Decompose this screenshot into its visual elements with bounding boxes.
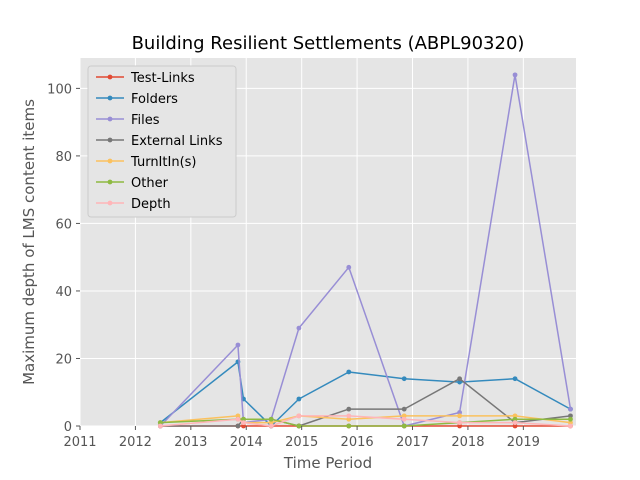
x-tick-label: 2016 — [341, 435, 374, 450]
data-point-depth — [268, 423, 274, 429]
x-tick-label: 2017 — [396, 435, 429, 450]
data-point-turnitin-s — [401, 413, 407, 419]
data-point-external-links — [401, 406, 407, 412]
data-point-other — [568, 416, 573, 422]
legend-box — [87, 65, 237, 218]
legend-label: External Links — [131, 134, 223, 149]
legend-marker — [107, 74, 113, 80]
legend-item-test-links: Test-Links — [96, 71, 195, 86]
data-point-depth — [346, 413, 352, 419]
data-point-turnitin-s — [512, 413, 518, 419]
data-point-turnitin-s — [235, 413, 241, 419]
series-layer — [157, 72, 573, 429]
data-point-depth — [296, 413, 302, 419]
y-tick-label: 100 — [47, 82, 72, 97]
data-point-files — [568, 406, 573, 412]
chart-title: Building Resilient Settlements (ABPL9032… — [132, 33, 525, 54]
y-tick-label: 40 — [55, 285, 72, 300]
data-point-files — [296, 325, 302, 331]
data-point-turnitin-s — [568, 420, 573, 426]
data-point-files — [512, 72, 518, 78]
data-point-other — [346, 423, 352, 429]
legend-item-turnitin-s: TurnItIn(s) — [96, 155, 196, 170]
x-axis-label: Time Period — [283, 454, 372, 472]
data-point-folders — [346, 369, 352, 375]
legend-marker — [107, 158, 113, 164]
data-point-other — [401, 423, 407, 429]
y-tick-label: 20 — [55, 352, 72, 367]
x-tick-label: 2014 — [230, 435, 263, 450]
legend-marker — [107, 95, 113, 101]
data-point-other — [157, 420, 163, 426]
data-point-other — [512, 416, 518, 422]
data-point-depth — [457, 420, 463, 426]
legend-label: Test-Links — [130, 71, 195, 86]
data-point-depth — [512, 420, 518, 426]
legend: Test-Links Folders Files External Links Turn… — [87, 65, 237, 218]
data-point-test-links — [457, 423, 463, 429]
data-point-folders — [401, 376, 407, 382]
data-point-turnitin-s — [346, 416, 352, 422]
series-depth — [157, 413, 573, 429]
legend-label: Files — [131, 113, 160, 128]
data-point-depth — [568, 423, 573, 429]
data-point-external-links — [568, 413, 573, 419]
data-point-other — [241, 416, 246, 422]
data-point-depth — [401, 416, 407, 422]
y-tick-label: 80 — [55, 150, 72, 165]
legend-marker — [107, 179, 113, 185]
legend-marker — [107, 200, 113, 206]
data-point-turnitin-s — [268, 420, 274, 426]
y-axis-label: Maximum depth of LMS content items — [20, 99, 38, 385]
data-point-folders — [512, 376, 518, 382]
legend-item-other: Other — [96, 176, 169, 191]
data-point-external-links — [235, 423, 241, 429]
y-tick-label: 0 — [64, 420, 72, 435]
y-axis-ticks: 0 20 40 60 80 100 — [47, 82, 80, 435]
data-point-folders — [457, 379, 463, 385]
legend-label: Depth — [131, 197, 171, 212]
data-point-other — [296, 423, 302, 429]
data-point-depth — [241, 420, 246, 426]
data-point-files — [235, 342, 241, 348]
x-tick-label: 2011 — [63, 435, 96, 450]
data-point-depth — [235, 416, 241, 422]
data-point-other — [268, 416, 274, 422]
x-tick-label: 2018 — [451, 435, 484, 450]
x-tick-label: 2013 — [174, 435, 207, 450]
legend-item-external-links: External Links — [96, 134, 223, 149]
x-tick-label: 2012 — [119, 435, 152, 450]
x-tick-label: 2019 — [507, 435, 540, 450]
y-tick-label: 60 — [55, 217, 72, 232]
series-line-files — [159, 74, 572, 427]
series-line-other — [160, 418, 571, 427]
data-point-folders — [296, 396, 302, 402]
legend-item-files: Files — [96, 113, 160, 128]
legend-marker — [107, 137, 113, 143]
legend-label: Other — [131, 176, 169, 191]
legend-label: Folders — [131, 92, 178, 107]
legend-item-folders: Folders — [96, 92, 178, 107]
data-point-depth — [157, 423, 163, 429]
data-point-test-links — [241, 423, 246, 429]
x-axis-ticks: 2011 2012 2013 2014 2015 2016 2017 2018 2019 — [63, 426, 540, 450]
data-point-external-links — [457, 376, 463, 382]
series-line-depth — [160, 415, 571, 427]
legend-label: TurnItIn(s) — [130, 155, 196, 170]
data-point-test-links — [512, 423, 518, 429]
data-point-turnitin-s — [457, 413, 463, 419]
data-point-external-links — [346, 406, 352, 412]
data-point-files — [346, 264, 352, 270]
data-point-files — [457, 410, 463, 415]
legend-marker — [107, 116, 113, 122]
legend-item-depth: Depth — [96, 197, 171, 212]
x-tick-label: 2015 — [285, 435, 318, 450]
